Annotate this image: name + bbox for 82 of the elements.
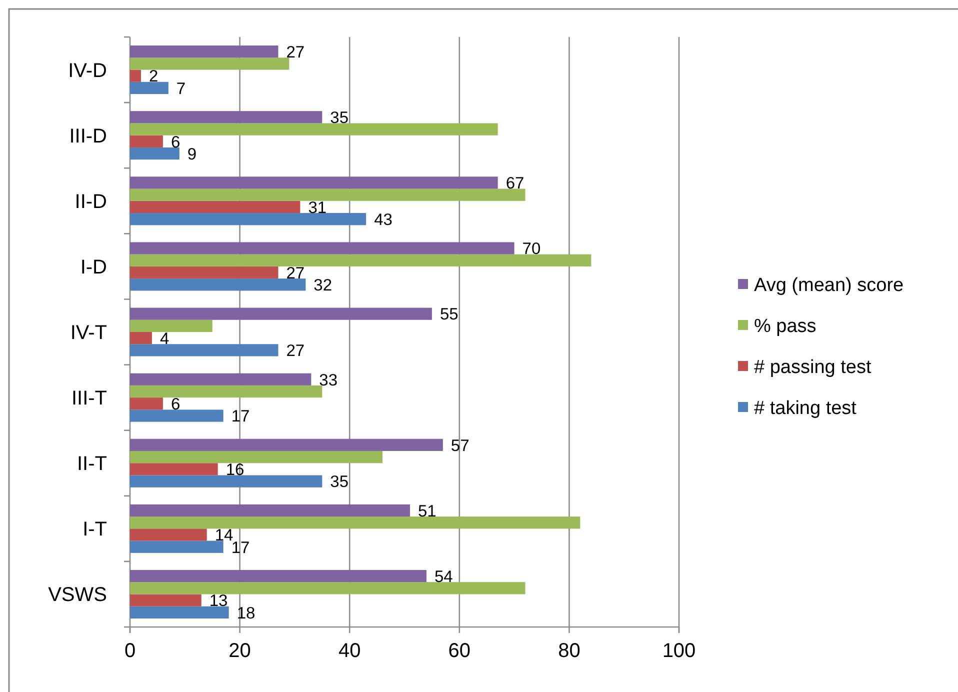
y-tick-label: VSWS: [48, 584, 107, 606]
y-tick-label: II-T: [77, 453, 107, 476]
legend-label: # taking test: [754, 398, 858, 419]
bar: [130, 308, 432, 320]
data-label: 27: [286, 264, 305, 282]
bar: [130, 516, 580, 529]
x-tick-label: 20: [228, 640, 251, 662]
x-tick-label: 0: [124, 640, 136, 662]
bar: [130, 320, 212, 332]
bar: [130, 111, 322, 124]
data-label: 2: [148, 68, 158, 86]
bar: [130, 188, 526, 201]
bar: [130, 200, 300, 214]
data-label: 54: [434, 568, 453, 586]
bar: [130, 463, 218, 476]
bar: [130, 176, 498, 189]
data-label: 55: [440, 306, 458, 324]
bar: [130, 70, 141, 82]
data-label: 70: [522, 240, 541, 258]
bar: [130, 82, 168, 94]
x-tick-label: 40: [338, 640, 361, 662]
bar: [130, 242, 514, 254]
legend-label: # passing test: [754, 357, 872, 378]
data-label: 32: [314, 276, 332, 295]
y-tick-label: III-T: [71, 388, 107, 410]
y-tick-label: III-D: [69, 125, 107, 148]
bar: [130, 332, 152, 344]
bar: [130, 278, 306, 291]
bar: [130, 540, 224, 553]
legend-label: Avg (mean) score: [754, 275, 904, 296]
y-tick-label: II-D: [74, 190, 107, 213]
bar: [130, 475, 322, 488]
data-label: 27: [286, 342, 305, 360]
data-label: 4: [160, 330, 170, 348]
data-label: 9: [187, 145, 197, 164]
bar: [130, 570, 426, 582]
data-label: 6: [170, 396, 180, 414]
bar: [130, 594, 202, 606]
bar: [130, 213, 366, 226]
x-tick-label: 60: [448, 640, 471, 662]
bar: [130, 123, 498, 136]
bar: [130, 528, 207, 541]
data-label: 7: [176, 80, 186, 98]
bar: [130, 450, 383, 464]
data-label: 18: [236, 604, 256, 622]
bar: [130, 606, 229, 618]
bar: [130, 582, 526, 594]
bar: [130, 385, 322, 398]
data-label: 6: [170, 133, 180, 152]
data-label: 57: [450, 436, 470, 455]
data-label: 51: [418, 502, 436, 520]
bar: [130, 254, 592, 266]
bar: [130, 504, 410, 517]
data-label: 13: [209, 592, 228, 610]
data-label: 31: [308, 198, 327, 217]
bar: [130, 398, 163, 410]
y-tick-label: IV-D: [68, 60, 107, 82]
x-tick-label: 100: [662, 640, 696, 662]
bar: [130, 135, 163, 148]
bar: [130, 266, 278, 279]
data-label: 17: [231, 538, 250, 557]
data-label: 27: [286, 43, 305, 62]
y-tick-label: I-D: [80, 256, 107, 278]
data-label: 35: [330, 109, 349, 128]
data-label: 67: [506, 174, 524, 193]
y-tick-label: IV-T: [70, 322, 107, 344]
legend-label: % pass: [754, 316, 816, 337]
bar: [130, 373, 312, 386]
y-tick-label: I-T: [82, 518, 107, 541]
bar: [130, 344, 278, 356]
bar: [130, 58, 290, 70]
bar: [130, 410, 224, 422]
bar: [130, 147, 180, 160]
data-label: 33: [319, 371, 338, 390]
data-label: 14: [214, 526, 234, 545]
data-label: 35: [330, 473, 349, 492]
data-label: 43: [374, 210, 392, 229]
bar: [130, 438, 443, 451]
bar: [130, 46, 278, 58]
data-label: 16: [226, 461, 244, 480]
data-label: 17: [231, 408, 250, 426]
x-tick-label: 80: [558, 640, 580, 662]
